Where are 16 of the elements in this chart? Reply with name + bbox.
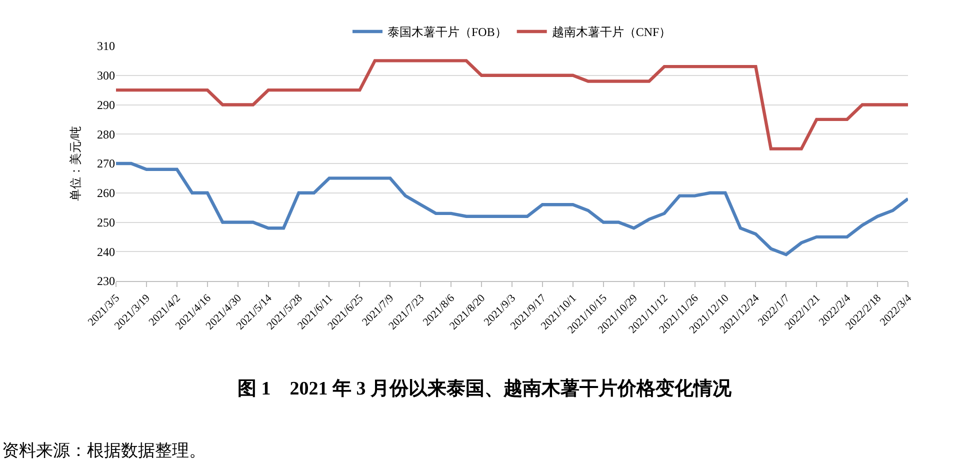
legend-label: 泰国木薯干片（FOB）	[388, 25, 507, 40]
y-tick-label: 280	[97, 127, 115, 142]
text: 资料来源：根据数据整理。	[2, 441, 206, 460]
y-tick-label: 250	[97, 215, 115, 230]
y-tick-label: 290	[97, 98, 115, 112]
y-tick-label: 260	[97, 186, 115, 200]
y-tick-label: 310	[97, 39, 115, 54]
y-tick-label: 240	[97, 244, 115, 259]
line-series	[116, 162, 908, 256]
y-tick-label: 300	[97, 68, 115, 83]
y-tick-label: 230	[97, 274, 115, 288]
text: 图 1 2021 年 3 月份以来泰国、越南木薯干片价格变化情况	[238, 378, 732, 400]
y-tick-label: 270	[97, 156, 115, 171]
line-series	[116, 59, 908, 150]
legend-label: 越南木薯干片（CNF）	[552, 25, 672, 40]
y-axis-title: 单位：美元/吨	[68, 126, 82, 202]
